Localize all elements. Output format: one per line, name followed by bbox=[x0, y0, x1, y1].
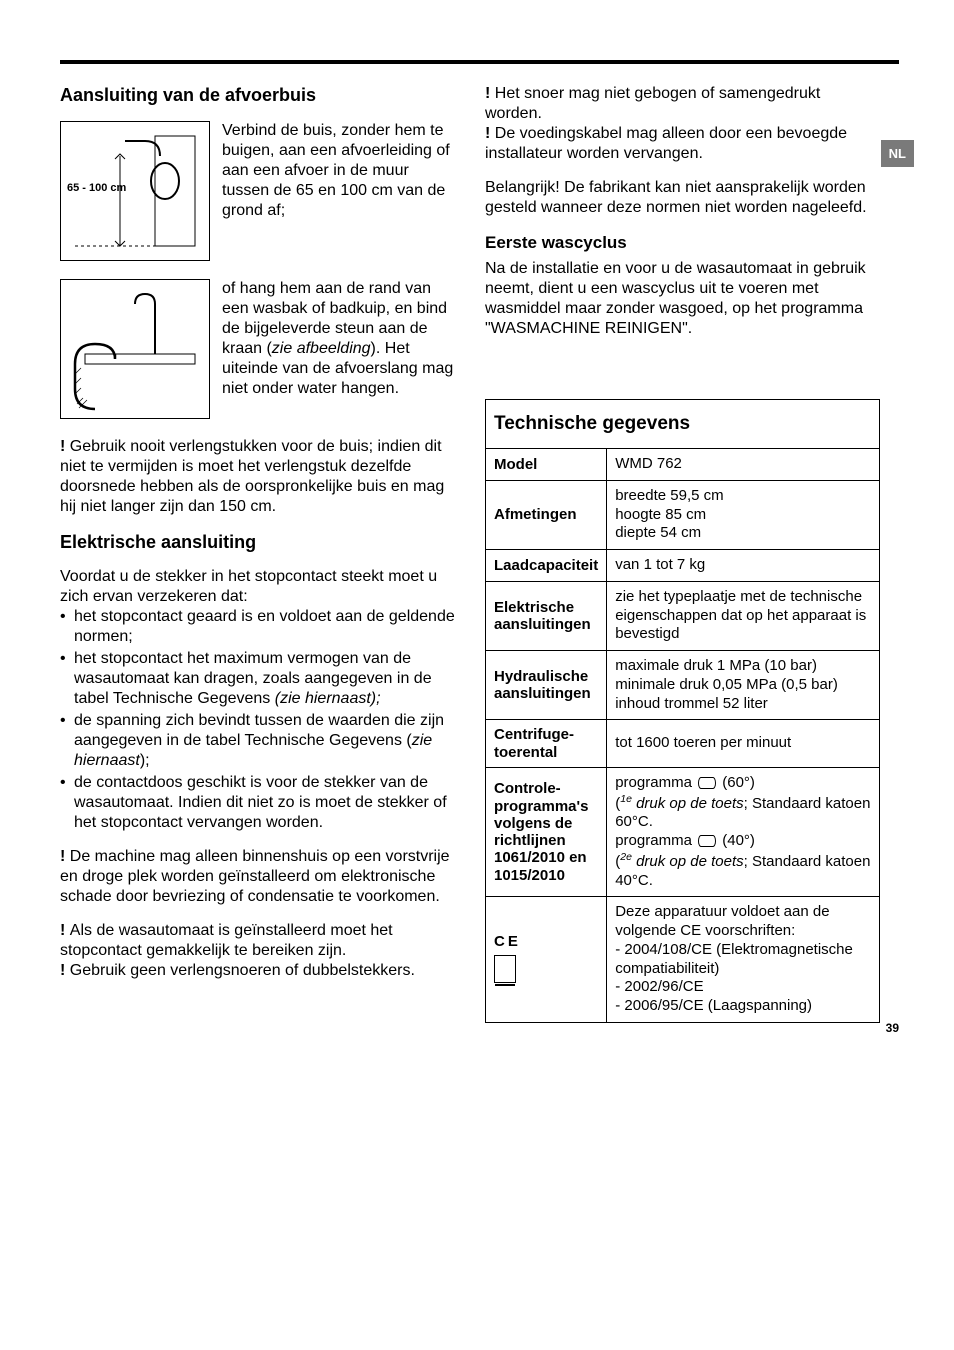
heading-electrical: Elektrische aansluiting bbox=[60, 531, 455, 554]
ce-mark-icon: C E bbox=[494, 933, 518, 950]
warning-indoor: De machine mag alleen binnenshuis op een… bbox=[60, 847, 455, 907]
program-icon bbox=[698, 835, 716, 847]
elec-bullets: het stopcontact geaard is en voldoet aan… bbox=[60, 607, 455, 833]
program-icon bbox=[698, 777, 716, 789]
row-model-h: Model bbox=[486, 449, 607, 481]
warning-cord-bend: Het snoer mag niet gebogen of samengedru… bbox=[485, 84, 880, 124]
row-model-v: WMD 762 bbox=[607, 449, 880, 481]
figure-drain-sink bbox=[60, 279, 210, 419]
row-prog-v: programma (60°) (1e druk op de toets; St… bbox=[607, 767, 880, 897]
row-cap-h: Laadcapaciteit bbox=[486, 550, 607, 582]
warning-socket-reach: Als de wasautomaat is geïnstalleerd moet… bbox=[60, 921, 455, 961]
row-prog-h: Controle-programma's volgens de richtlij… bbox=[486, 767, 607, 897]
heading-first-cycle: Eerste wascyclus bbox=[485, 232, 880, 253]
row-hyd-h: Hydraulische aansluitingen bbox=[486, 651, 607, 720]
row-hyd-v: maximale druk 1 MPa (10 bar) minimale dr… bbox=[607, 651, 880, 720]
weee-icon bbox=[494, 955, 516, 983]
row-spin-h: Centrifuge-toerental bbox=[486, 720, 607, 768]
left-column: Aansluiting van de afvoerbuis 65 - 100 c… bbox=[60, 84, 455, 1023]
right-column: Het snoer mag niet gebogen of samengedru… bbox=[485, 84, 880, 1023]
bullet-2: het stopcontact het maximum vermogen van… bbox=[60, 649, 455, 709]
row-cap-v: van 1 tot 7 kg bbox=[607, 550, 880, 582]
row-dim-h: Afmetingen bbox=[486, 480, 607, 549]
bullet-4: de contactdoos geschikt is voor de stekk… bbox=[60, 773, 455, 833]
ce-mark-cell: C E bbox=[486, 897, 607, 1023]
bullet-3: de spanning zich bevindt tussen de waard… bbox=[60, 711, 455, 771]
figure-height-label: 65 - 100 cm bbox=[67, 182, 126, 196]
bullet-1: het stopcontact geaard is en voldoet aan… bbox=[60, 607, 455, 647]
row-dim-v: breedte 59,5 cm hoogte 85 cm diepte 54 c… bbox=[607, 480, 880, 549]
row-elec-h: Elektrische aansluitingen bbox=[486, 581, 607, 650]
top-rule bbox=[60, 60, 899, 64]
warning-cable-replace: De voedingskabel mag alleen door een bev… bbox=[485, 124, 880, 164]
first-cycle-text: Na de installatie en voor u de wasautoma… bbox=[485, 259, 880, 339]
language-badge: NL bbox=[881, 140, 914, 167]
row-ce-v: Deze apparatuur voldoet aan de volgende … bbox=[607, 897, 880, 1023]
page-number: 39 bbox=[886, 1021, 899, 1035]
table-title: Technische gegevens bbox=[486, 400, 880, 449]
warning-no-extension: Gebruik geen verlengsnoeren of dubbelste… bbox=[60, 961, 455, 981]
elec-intro: Voordat u de stekker in het stopcontact … bbox=[60, 567, 455, 607]
figure1-caption: Verbind de buis, zonder hem te buigen, a… bbox=[222, 121, 455, 261]
figure-drain-wall: 65 - 100 cm bbox=[60, 121, 210, 261]
row-elec-v: zie het typeplaatje met de technische ei… bbox=[607, 581, 880, 650]
warning-extension: Gebruik nooit verlengstukken voor de bui… bbox=[60, 437, 455, 517]
spec-table: Technische gegevens Model WMD 762 Afmeti… bbox=[485, 399, 880, 1023]
liability-note: Belangrijk! De fabrikant kan niet aanspr… bbox=[485, 178, 880, 218]
heading-drain: Aansluiting van de afvoerbuis bbox=[60, 84, 455, 107]
figure2-caption: of hang hem aan de rand van een wasbak o… bbox=[222, 279, 455, 419]
row-spin-v: tot 1600 toeren per minuut bbox=[607, 720, 880, 768]
